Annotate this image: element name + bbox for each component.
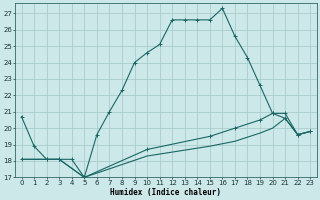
X-axis label: Humidex (Indice chaleur): Humidex (Indice chaleur) [110, 188, 221, 197]
